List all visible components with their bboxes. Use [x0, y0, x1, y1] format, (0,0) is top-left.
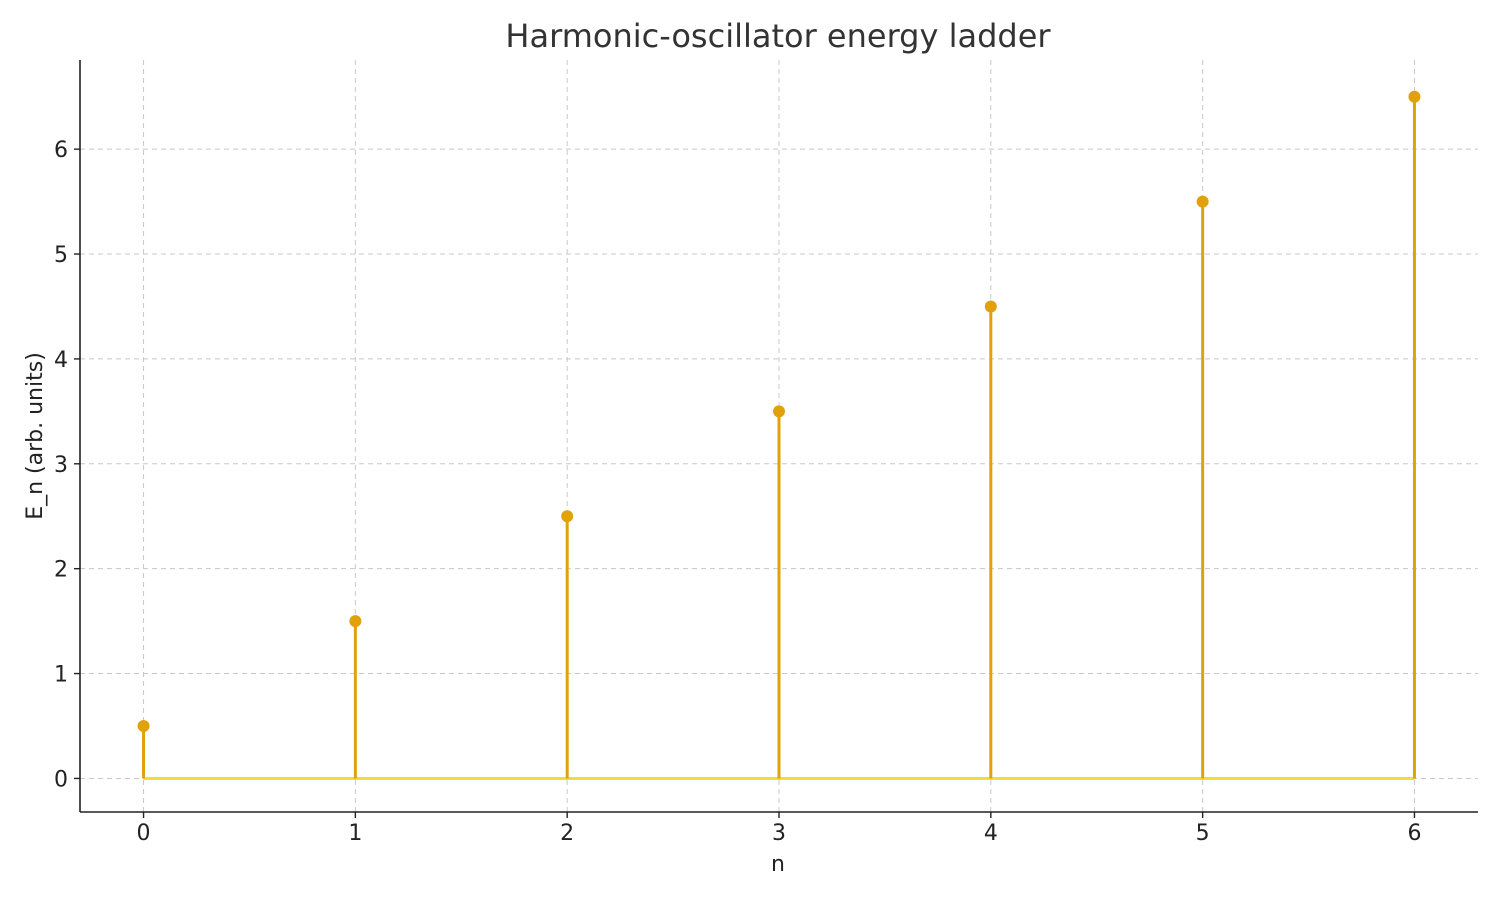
- x-tick-label-5: 5: [1196, 821, 1210, 846]
- stem-marker-5: [1196, 195, 1209, 208]
- stem-marker-3: [773, 405, 785, 418]
- y-tick-label-4: 4: [54, 348, 68, 373]
- chart-title: Harmonic-oscillator energy ladder: [505, 17, 1051, 55]
- stem-marker-0: [137, 719, 150, 732]
- y-tick-label-3: 3: [54, 453, 68, 478]
- y-tick-label-2: 2: [54, 558, 68, 583]
- x-tick-label-0: 0: [137, 821, 151, 846]
- x-tick-label-2: 2: [560, 821, 574, 846]
- x-tick-label-4: 4: [984, 821, 998, 846]
- stems: [137, 90, 1421, 779]
- x-tick-label-1: 1: [348, 821, 362, 846]
- y-tick-label-6: 6: [54, 138, 68, 163]
- stem-marker-4: [984, 300, 997, 313]
- y-tick-label-0: 0: [54, 767, 68, 792]
- stem-marker-1: [349, 615, 362, 628]
- x-axis-label: n: [771, 852, 785, 877]
- stem-marker-2: [561, 510, 574, 523]
- y-tick-label-5: 5: [54, 243, 68, 268]
- x-tick-label-6: 6: [1407, 821, 1421, 846]
- y-axis-label: E_n (arb. units): [23, 352, 48, 520]
- x-tick-label-3: 3: [772, 821, 786, 846]
- ticks: 0 1 2 3 4 5 6 0 1 2 3 4 5 6: [54, 138, 1421, 846]
- y-tick-label-1: 1: [54, 663, 68, 688]
- stem-marker-6: [1408, 90, 1421, 103]
